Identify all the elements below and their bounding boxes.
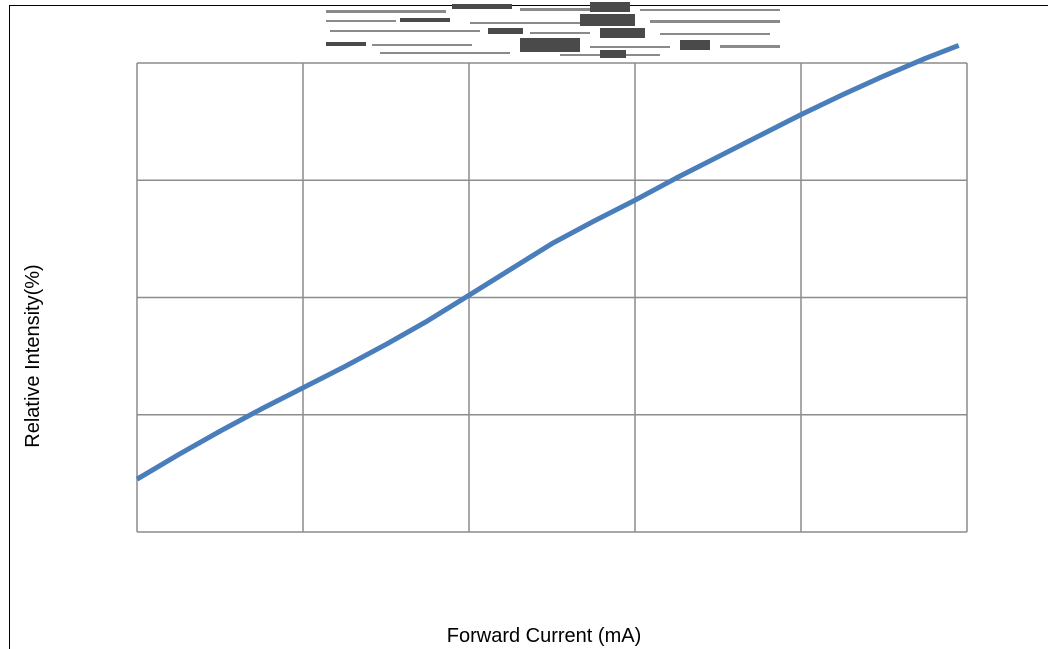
chart-frame <box>9 5 1048 649</box>
series-line <box>135 43 960 482</box>
grid-layer <box>136 62 968 533</box>
y-axis-label: Relative Intensity(%) <box>22 264 44 447</box>
series-layer <box>135 43 960 482</box>
x-axis-label: Forward Current (mA) <box>447 625 641 647</box>
garbled-title-graphic <box>326 2 780 58</box>
